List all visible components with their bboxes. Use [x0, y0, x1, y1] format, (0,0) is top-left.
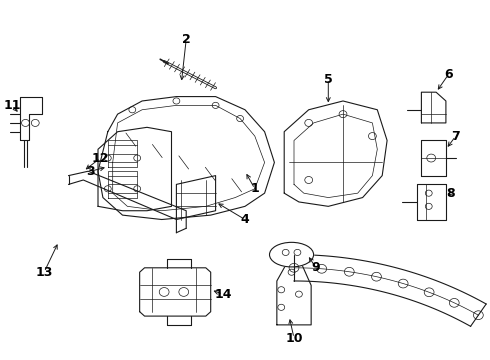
Polygon shape — [98, 127, 172, 211]
Text: 3: 3 — [86, 165, 95, 178]
Text: 7: 7 — [451, 130, 460, 143]
Polygon shape — [176, 176, 216, 220]
Text: 8: 8 — [446, 187, 455, 200]
Polygon shape — [98, 96, 274, 220]
Text: 2: 2 — [182, 33, 191, 46]
Polygon shape — [294, 255, 486, 326]
Text: 13: 13 — [35, 266, 53, 279]
Text: 11: 11 — [3, 99, 21, 112]
Polygon shape — [416, 184, 446, 220]
Text: 6: 6 — [444, 68, 453, 81]
Polygon shape — [421, 92, 446, 123]
Text: 1: 1 — [250, 182, 259, 195]
Polygon shape — [284, 101, 387, 206]
Text: 14: 14 — [214, 288, 232, 301]
Polygon shape — [69, 171, 186, 233]
Text: 12: 12 — [92, 152, 109, 165]
Ellipse shape — [270, 242, 314, 267]
Polygon shape — [140, 268, 211, 316]
Text: 5: 5 — [324, 72, 333, 86]
Polygon shape — [421, 140, 446, 176]
Text: 4: 4 — [241, 213, 249, 226]
Polygon shape — [20, 96, 42, 140]
Text: 9: 9 — [312, 261, 320, 274]
Polygon shape — [277, 264, 311, 325]
Text: 10: 10 — [285, 332, 303, 345]
